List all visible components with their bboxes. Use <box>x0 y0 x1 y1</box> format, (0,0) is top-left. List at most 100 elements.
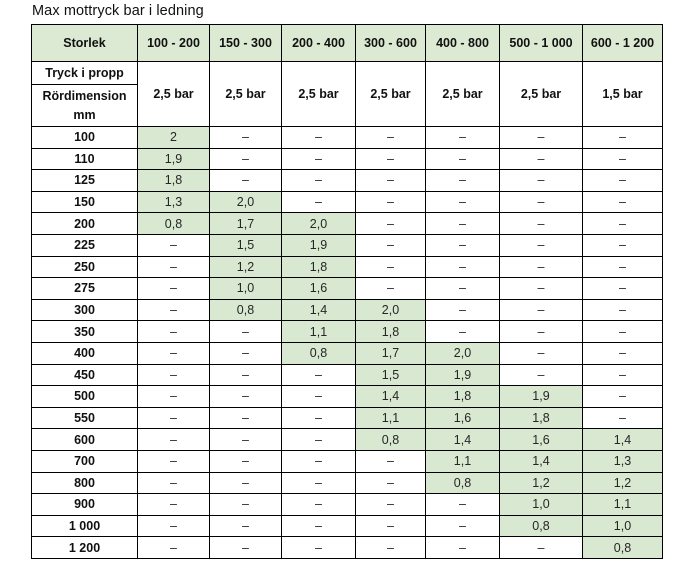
empty-cell: – <box>582 255 663 279</box>
pressure-value: 1,8 <box>355 320 426 343</box>
empty-cell: – <box>425 514 500 538</box>
plug-pressure-value-3: 2,5 bar <box>355 61 426 127</box>
pressure-value: 1,4 <box>582 428 663 451</box>
dimension-label: 450 <box>31 363 138 387</box>
pressure-value: 1,4 <box>355 385 426 408</box>
dimension-label: 125 <box>31 169 138 192</box>
pressure-value: 1,8 <box>425 385 500 408</box>
plug-pressure-label: Tryck i propp <box>31 61 138 85</box>
empty-cell: – <box>281 406 356 430</box>
dimension-label: 200 <box>31 212 138 235</box>
empty-cell: – <box>137 363 210 387</box>
dimension-label: 110 <box>31 147 138 171</box>
plug-pressure-value-4: 2,5 bar <box>425 61 500 127</box>
pressure-value: 1,9 <box>425 363 500 387</box>
empty-cell: – <box>281 190 356 214</box>
empty-cell: – <box>425 255 500 279</box>
empty-cell: – <box>137 471 210 495</box>
dimension-label: 350 <box>31 320 138 343</box>
empty-cell: – <box>209 385 282 408</box>
plug-pressure-row: Tryck i propp 2,5 bar 2,5 bar 2,5 bar 2,5 b… <box>31 61 663 127</box>
pressure-value: 0,8 <box>355 428 426 451</box>
empty-cell: – <box>281 169 356 192</box>
empty-cell: – <box>355 255 426 279</box>
table-row-900: 900– – – – –1,0 1,1 <box>31 493 663 516</box>
pipe-dimension-label: Rördimension <box>42 88 127 103</box>
table-row-700: 700– – – –1,1 1,4 1,3 <box>31 449 663 473</box>
pressure-value: 1,3 <box>137 190 210 214</box>
column-header-range-2: 200 - 400 <box>281 24 356 62</box>
plug-pressure-value-6: 1,5 bar <box>582 61 663 127</box>
empty-cell: – <box>355 212 426 235</box>
empty-cell: – <box>137 449 210 473</box>
empty-cell: – <box>209 169 282 192</box>
pressure-value: 2,0 <box>209 190 282 214</box>
empty-cell: – <box>425 493 500 516</box>
empty-cell: – <box>582 212 663 235</box>
empty-cell: – <box>425 320 500 343</box>
pressure-value: 1,4 <box>499 449 583 473</box>
empty-cell: – <box>281 536 356 559</box>
empty-cell: – <box>137 298 210 322</box>
dimension-label: 550 <box>31 406 138 430</box>
pressure-value: 1,5 <box>209 233 282 257</box>
dimension-label: 100 <box>31 126 138 149</box>
empty-cell: – <box>355 449 426 473</box>
empty-cell: – <box>209 536 282 559</box>
table-row-350: 350– –1,1 1,8– – – <box>31 320 663 343</box>
empty-cell: – <box>425 147 500 171</box>
empty-cell: – <box>582 147 663 171</box>
empty-cell: – <box>355 169 426 192</box>
pressure-value: 1,2 <box>582 471 663 495</box>
dimension-label: 250 <box>31 255 138 279</box>
empty-cell: – <box>425 169 500 192</box>
empty-cell: – <box>425 277 500 300</box>
pressure-value: 1,7 <box>355 341 426 365</box>
empty-cell: – <box>137 514 210 538</box>
dimension-label: 900 <box>31 493 138 516</box>
pressure-value: 1,9 <box>137 147 210 171</box>
pressure-value: 1,3 <box>582 449 663 473</box>
empty-cell: – <box>137 428 210 451</box>
table-row-300: 300–0,8 1,4 2,0– – – <box>31 298 663 322</box>
empty-cell: – <box>281 514 356 538</box>
table-row-225: 225–1,5 1,9– – – – <box>31 233 663 257</box>
pressure-value: 1,5 <box>355 363 426 387</box>
column-header-range-1: 150 - 300 <box>209 24 282 62</box>
empty-cell: – <box>281 126 356 149</box>
empty-cell: – <box>499 126 583 149</box>
empty-cell: – <box>499 320 583 343</box>
table-row-100: 100 2– – – – – – <box>31 126 663 149</box>
table-row-400: 400– –0,8 1,7 2,0– – <box>31 341 663 365</box>
empty-cell: – <box>355 126 426 149</box>
pressure-value: 1,4 <box>281 298 356 322</box>
dimension-label: 1 000 <box>31 514 138 538</box>
pressure-value: 1,6 <box>281 277 356 300</box>
table-row-1000: 1 000– – – – –0,8 1,0 <box>31 514 663 538</box>
dimension-label: 800 <box>31 471 138 495</box>
column-header-range-6: 600 - 1 200 <box>582 24 663 62</box>
pressure-value: 1,1 <box>355 406 426 430</box>
empty-cell: – <box>209 406 282 430</box>
pressure-value: 1,8 <box>281 255 356 279</box>
pressure-value: 0,8 <box>137 212 210 235</box>
pressure-value: 1,0 <box>582 514 663 538</box>
table-row-450: 450– – –1,5 1,9– – <box>31 363 663 387</box>
empty-cell: – <box>499 255 583 279</box>
empty-cell: – <box>582 190 663 214</box>
empty-cell: – <box>137 406 210 430</box>
empty-cell: – <box>137 277 210 300</box>
plug-pressure-value-2: 2,5 bar <box>281 61 356 127</box>
empty-cell: – <box>425 298 500 322</box>
empty-cell: – <box>209 341 282 365</box>
empty-cell: – <box>355 277 426 300</box>
empty-cell: – <box>137 493 210 516</box>
empty-cell: – <box>499 190 583 214</box>
dimension-label: 400 <box>31 341 138 365</box>
column-header-range-3: 300 - 600 <box>355 24 426 62</box>
empty-cell: – <box>281 471 356 495</box>
empty-cell: – <box>137 233 210 257</box>
dimension-label: 275 <box>31 277 138 300</box>
empty-cell: – <box>425 536 500 559</box>
